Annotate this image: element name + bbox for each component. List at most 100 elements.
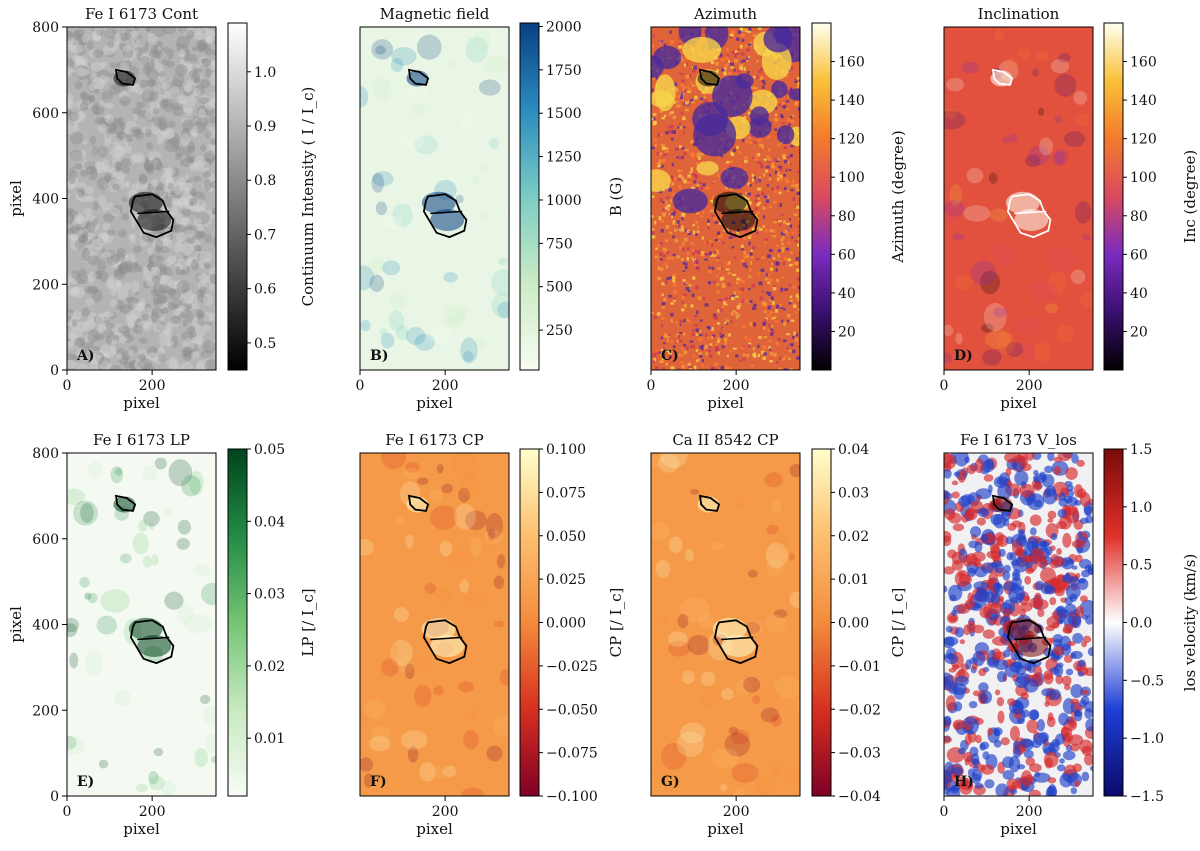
map-texture	[695, 349, 698, 352]
map-texture	[172, 180, 184, 195]
map-texture	[672, 279, 676, 283]
map-texture	[149, 90, 159, 102]
map-texture	[795, 103, 799, 106]
map-texture	[786, 89, 790, 94]
map-texture	[103, 165, 117, 174]
map-texture	[187, 225, 197, 234]
map-texture	[85, 339, 94, 350]
map-texture	[724, 303, 729, 306]
map-texture	[713, 254, 717, 257]
map-texture	[697, 358, 700, 362]
map-texture	[202, 171, 212, 178]
map-texture	[757, 197, 760, 200]
map-texture	[210, 755, 216, 764]
map-texture	[666, 185, 670, 190]
map-texture	[668, 276, 672, 280]
map-texture	[132, 152, 145, 163]
map-texture	[210, 138, 216, 145]
map-texture	[192, 339, 201, 349]
map-texture	[979, 741, 990, 750]
map-texture	[674, 368, 677, 370]
map-texture	[112, 171, 127, 180]
map-texture	[128, 359, 140, 370]
map-texture	[204, 36, 213, 44]
map-texture	[124, 144, 133, 155]
map-texture	[776, 172, 781, 177]
map-texture	[484, 529, 504, 544]
map-texture	[944, 200, 965, 217]
map-texture	[659, 241, 663, 246]
map-texture	[735, 354, 739, 358]
map-texture	[990, 544, 1001, 562]
map-texture	[165, 176, 175, 188]
map-texture	[682, 126, 686, 129]
map-texture	[962, 554, 973, 567]
map-texture	[87, 329, 100, 343]
map-texture	[725, 268, 730, 271]
map-texture	[183, 347, 192, 358]
map-texture	[771, 162, 774, 166]
map-texture	[97, 259, 107, 273]
map-texture	[677, 228, 681, 231]
map-texture	[793, 213, 798, 216]
map-texture	[426, 326, 453, 344]
map-texture	[83, 160, 96, 171]
map-texture	[695, 328, 700, 332]
map-texture	[104, 97, 113, 103]
map-texture	[416, 477, 429, 485]
map-texture	[744, 265, 748, 268]
map-texture	[778, 165, 783, 169]
map-texture	[743, 67, 746, 71]
map-texture	[184, 182, 193, 192]
map-texture	[88, 83, 97, 91]
map-texture	[472, 27, 497, 46]
map-texture	[740, 52, 745, 56]
map-texture	[448, 313, 465, 324]
map-texture	[734, 787, 746, 796]
map-texture	[988, 484, 993, 493]
map-texture	[764, 238, 769, 241]
map-texture	[86, 286, 99, 295]
map-texture	[1033, 482, 1042, 491]
map-texture	[67, 35, 75, 48]
map-texture	[738, 290, 742, 294]
map-texture	[110, 62, 116, 69]
map-texture	[681, 308, 685, 312]
map-texture	[788, 88, 800, 101]
map-texture	[700, 671, 716, 687]
map-texture	[157, 473, 167, 482]
map-texture	[118, 131, 126, 140]
map-texture	[692, 344, 695, 349]
map-texture	[392, 203, 413, 228]
map-texture	[117, 265, 123, 274]
map-texture	[363, 698, 386, 720]
map-texture	[496, 554, 506, 569]
map-texture	[657, 39, 661, 43]
map-texture	[1055, 733, 1065, 745]
map-texture	[995, 783, 1009, 796]
map-texture	[132, 324, 144, 334]
map-texture	[69, 149, 83, 162]
map-texture	[698, 352, 702, 355]
map-texture	[77, 321, 88, 332]
map-texture	[651, 311, 654, 314]
map-texture	[84, 213, 96, 223]
map-texture	[164, 181, 174, 194]
map-texture	[1081, 615, 1089, 620]
map-texture	[677, 613, 689, 629]
map-texture	[183, 53, 198, 64]
map-texture	[975, 488, 992, 500]
map-texture	[130, 360, 138, 370]
map-texture	[77, 110, 85, 120]
map-texture	[758, 143, 763, 147]
map-texture	[212, 49, 216, 56]
map-texture	[712, 216, 717, 221]
map-texture	[146, 68, 159, 81]
map-texture	[1017, 48, 1031, 59]
map-texture	[176, 280, 191, 294]
map-texture	[790, 119, 795, 124]
map-texture	[767, 281, 771, 285]
map-texture	[944, 535, 952, 547]
map-texture	[723, 346, 727, 350]
